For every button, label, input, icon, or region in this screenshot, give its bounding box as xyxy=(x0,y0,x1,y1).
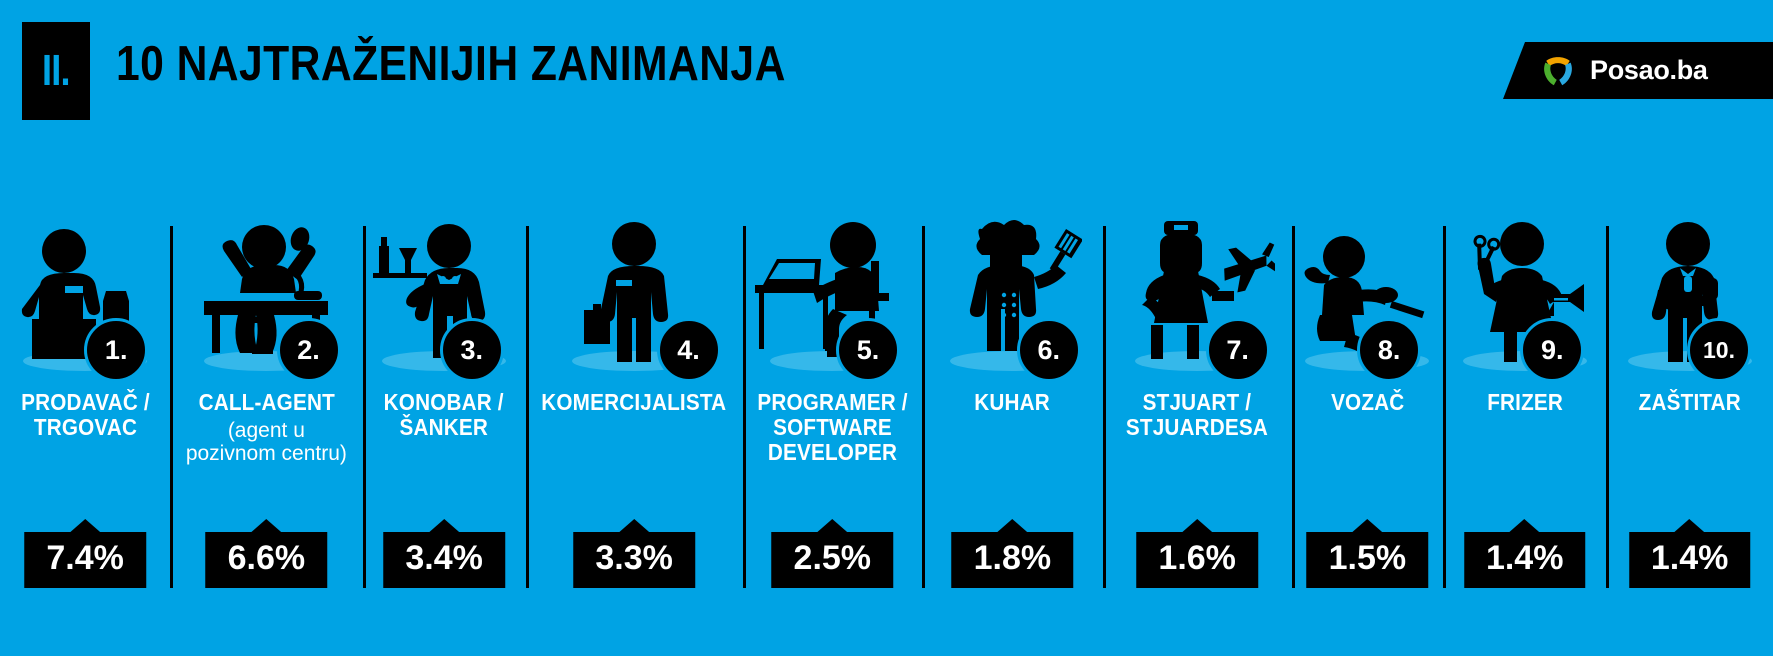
pictogram-stage: 8. xyxy=(1292,218,1444,382)
occupation-label: KUHAR xyxy=(974,389,1051,415)
pictogram-stage: 9. xyxy=(1443,218,1606,382)
percentage-badge-wrap: 1.4% xyxy=(1463,532,1586,588)
occupation-label: VOZAČ xyxy=(1330,389,1405,415)
brand-logo[interactable]: Posao.ba xyxy=(1503,42,1773,99)
waiter-icon xyxy=(369,218,519,368)
occupation-label: CALL-AGENT xyxy=(198,389,335,415)
pictogram-stage: 10. xyxy=(1606,218,1773,382)
occupation-label: PROGRAMER / SOFTWARE DEVELOPER xyxy=(757,389,908,465)
percentage-badge-wrap: 2.5% xyxy=(771,532,894,588)
rank-badge: 2. xyxy=(276,318,341,382)
occupation-label: KOMERCIJALISTA xyxy=(541,389,727,415)
rank-badge: 9. xyxy=(1520,318,1585,382)
section-number-box: II. xyxy=(22,22,90,120)
rank-badge: 6. xyxy=(1016,318,1081,382)
rank-badge: 10. xyxy=(1686,318,1751,382)
occupations-grid: 1. PRODAVAČ / TRGOVAC 7.4% 2. CALL-AGENT (age… xyxy=(0,218,1773,588)
percentage-badge: 1.4% xyxy=(1463,532,1586,588)
occupation-column[interactable]: 9. FRIZER 1.4% xyxy=(1443,218,1606,588)
pictogram-stage: 5. xyxy=(743,218,923,382)
occupation-column[interactable]: 1. PRODAVAČ / TRGOVAC 7.4% xyxy=(0,218,170,588)
percentage-badge: 7.4% xyxy=(24,532,146,588)
percentage-badge: 2.5% xyxy=(771,532,894,588)
occupation-column[interactable]: 3. KONOBAR / ŠANKER 3.4% xyxy=(362,218,526,588)
flight-attendant-icon xyxy=(1120,213,1282,368)
occupation-sublabel: (agent u pozivnom centru) xyxy=(185,418,347,466)
shopkeeper-icon xyxy=(10,223,160,368)
rank-badge: 4. xyxy=(656,318,721,382)
percentage-badge-wrap: 6.6% xyxy=(205,532,328,588)
page-header: II. 10 NAJTRAŽENIJIH ZANIMANJA Posao.ba xyxy=(0,0,1773,140)
occupation-label: FRIZER xyxy=(1486,389,1563,415)
rank-badge: 3. xyxy=(439,318,504,382)
section-number: II. xyxy=(42,46,70,95)
call-agent-icon xyxy=(186,213,346,368)
salesperson-icon xyxy=(564,218,704,368)
pictogram-stage: 1. xyxy=(0,218,170,382)
percentage-badge: 1.4% xyxy=(1628,532,1751,588)
chef-icon xyxy=(942,213,1084,368)
percentage-badge: 1.8% xyxy=(951,532,1074,588)
occupation-label: STJUART / STJUARDESA xyxy=(1126,389,1269,440)
security-guard-icon xyxy=(1620,218,1760,368)
percentage-badge-wrap: 1.5% xyxy=(1306,532,1429,588)
pictogram-stage: 3. xyxy=(363,218,526,382)
pictogram-stage: 7. xyxy=(1103,218,1292,382)
occupation-column[interactable]: 10. ZAŠTITAR 1.4% xyxy=(1606,218,1773,588)
occupation-label: ZAŠTITAR xyxy=(1638,389,1741,415)
percentage-badge-wrap: 3.3% xyxy=(573,532,695,588)
occupation-label: PRODAVAČ / TRGOVAC xyxy=(20,389,150,440)
percentage-badge: 3.4% xyxy=(383,532,505,588)
occupation-column[interactable]: 2. CALL-AGENT (agent u pozivnom centru) 6.6% xyxy=(170,218,362,588)
posao-swirl-icon xyxy=(1537,50,1579,92)
percentage-badge-wrap: 7.4% xyxy=(24,532,146,588)
percentage-badge-wrap: 1.4% xyxy=(1628,532,1751,588)
percentage-badge-wrap: 1.6% xyxy=(1136,532,1258,588)
rank-badge: 8. xyxy=(1357,318,1422,382)
occupation-column[interactable]: 8. VOZAČ 1.5% xyxy=(1291,218,1444,588)
occupation-label: KONOBAR / ŠANKER xyxy=(384,389,505,440)
percentage-badge-wrap: 1.8% xyxy=(951,532,1074,588)
percentage-badge: 1.6% xyxy=(1136,532,1258,588)
rank-badge: 5. xyxy=(836,318,901,382)
percentage-badge: 3.3% xyxy=(573,532,695,588)
pictogram-stage: 2. xyxy=(170,218,362,382)
occupation-column[interactable]: 6. KUHAR 1.8% xyxy=(922,218,1103,588)
occupation-column[interactable]: 7. STJUART / STJUARDESA 1.6% xyxy=(1102,218,1292,588)
percentage-badge: 1.5% xyxy=(1306,532,1429,588)
brand-name: Posao.ba xyxy=(1590,55,1708,85)
percentage-badge: 6.6% xyxy=(205,532,328,588)
bottom-bar xyxy=(0,596,1773,656)
rank-badge: 7. xyxy=(1205,318,1270,382)
rank-badge: 1. xyxy=(84,318,149,382)
page-title: 10 NAJTRAŽENIJIH ZANIMANJA xyxy=(116,37,786,91)
pictogram-stage: 6. xyxy=(922,218,1103,382)
occupation-column[interactable]: 5. PROGRAMER / SOFTWARE DEVELOPER 2.5% xyxy=(742,218,923,588)
percentage-badge-wrap: 3.4% xyxy=(383,532,505,588)
occupation-column[interactable]: 4. KOMERCIJALISTA 3.3% xyxy=(525,218,743,588)
pictogram-stage: 4. xyxy=(526,218,743,382)
